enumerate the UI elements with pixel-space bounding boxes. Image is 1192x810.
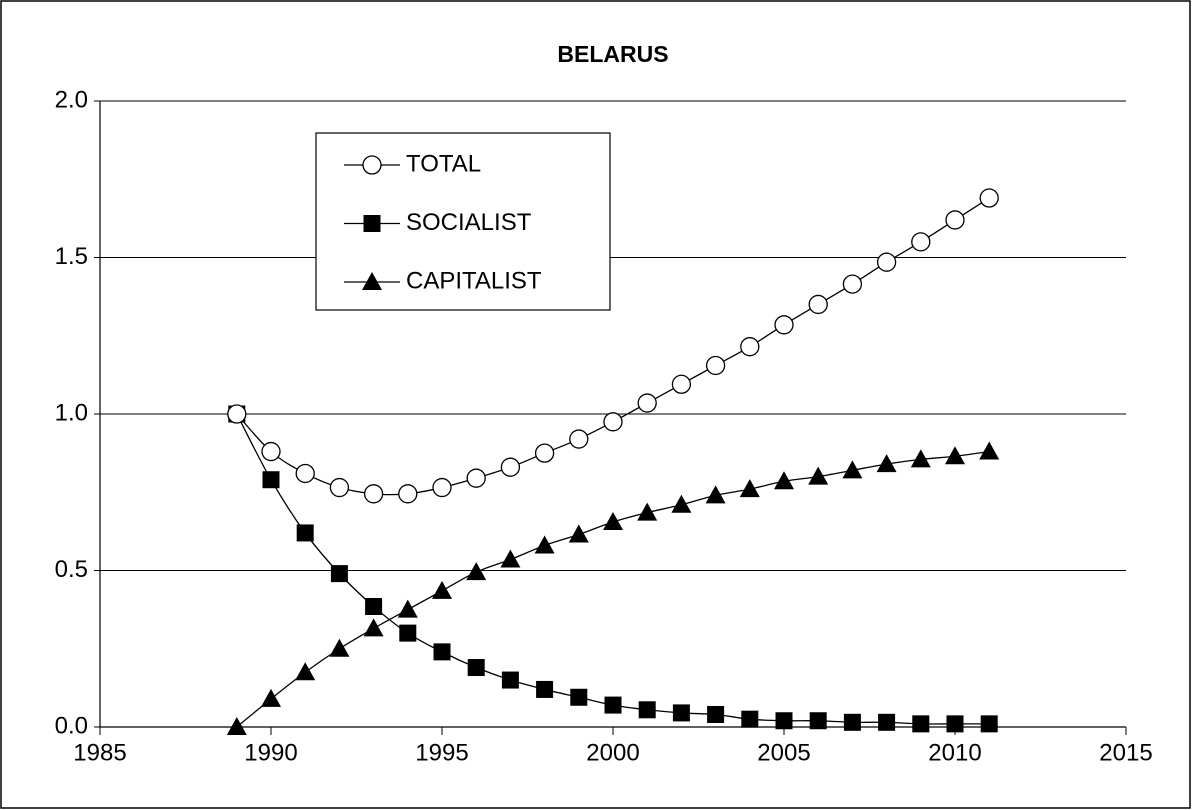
marker <box>296 524 314 542</box>
marker <box>604 696 622 714</box>
marker <box>809 712 827 730</box>
marker <box>261 441 281 462</box>
marker <box>842 274 863 294</box>
marker <box>227 404 247 424</box>
marker <box>707 705 725 723</box>
legend: TOTAL SOCIALIST CAPITALIST <box>315 132 611 311</box>
marker <box>226 717 247 735</box>
legend-label: TOTAL <box>406 150 481 177</box>
marker <box>945 210 965 230</box>
marker <box>534 535 555 554</box>
marker <box>878 713 896 731</box>
marker <box>363 484 384 504</box>
y-tick-label: 1.5 <box>55 243 88 270</box>
marker <box>262 471 280 489</box>
marker <box>363 215 381 232</box>
marker <box>466 468 486 488</box>
marker <box>980 715 998 733</box>
marker <box>295 463 315 484</box>
x-tick-label: 2000 <box>586 739 639 766</box>
marker <box>672 704 690 722</box>
marker <box>808 294 828 315</box>
x-tick-label: 2010 <box>928 739 981 766</box>
marker <box>433 643 451 661</box>
marker <box>500 457 521 477</box>
marker <box>534 443 555 463</box>
marker <box>876 454 897 473</box>
marker <box>501 671 519 689</box>
series <box>226 441 1000 735</box>
marker <box>741 710 759 728</box>
marker <box>467 659 485 677</box>
marker <box>432 477 452 498</box>
marker <box>979 441 1000 460</box>
marker <box>946 715 964 733</box>
marker <box>739 479 760 498</box>
marker <box>671 494 692 513</box>
y-tick-label: 1.0 <box>55 399 88 426</box>
marker <box>362 272 382 290</box>
marker <box>808 466 829 485</box>
marker <box>876 252 897 272</box>
y-tick-label: 2.0 <box>55 86 88 113</box>
marker <box>945 446 965 465</box>
marker <box>329 638 350 657</box>
legend-label: SOCIALIST <box>406 209 532 236</box>
marker <box>362 155 382 175</box>
marker <box>911 232 931 252</box>
legend-label: CAPITALIST <box>406 267 542 294</box>
marker <box>775 712 793 730</box>
x-tick-label: 1995 <box>415 739 468 766</box>
marker <box>261 688 281 707</box>
marker <box>671 374 692 394</box>
y-tick-label: 0.0 <box>55 712 88 739</box>
marker <box>603 511 623 530</box>
marker <box>569 429 589 449</box>
chart-title: BELARUS <box>557 41 668 67</box>
marker <box>843 713 861 731</box>
marker <box>912 715 930 733</box>
marker <box>603 412 623 432</box>
marker <box>774 315 794 335</box>
y-tick-label: 0.5 <box>55 556 88 583</box>
marker <box>398 484 418 504</box>
marker <box>365 597 383 615</box>
marker <box>705 485 726 504</box>
marker <box>399 624 417 642</box>
x-tick-label: 1985 <box>73 739 126 766</box>
marker <box>500 549 521 568</box>
marker <box>536 680 554 698</box>
x-tick-label: 1990 <box>244 739 297 766</box>
marker <box>637 502 658 521</box>
marker <box>910 449 931 468</box>
marker <box>637 393 657 413</box>
marker <box>466 562 487 581</box>
marker <box>330 565 348 583</box>
series <box>227 188 999 504</box>
marker <box>568 524 589 543</box>
marker <box>397 599 418 618</box>
marker <box>432 580 452 599</box>
marker <box>979 188 999 208</box>
marker <box>740 337 760 357</box>
x-tick-label: 2005 <box>757 739 810 766</box>
marker <box>363 618 384 637</box>
marker <box>842 460 863 479</box>
marker <box>705 355 726 376</box>
marker <box>638 701 656 719</box>
marker <box>774 471 794 490</box>
marker <box>295 662 316 681</box>
marker <box>329 477 350 498</box>
marker <box>570 688 588 706</box>
x-tick-label: 2015 <box>1099 739 1152 766</box>
